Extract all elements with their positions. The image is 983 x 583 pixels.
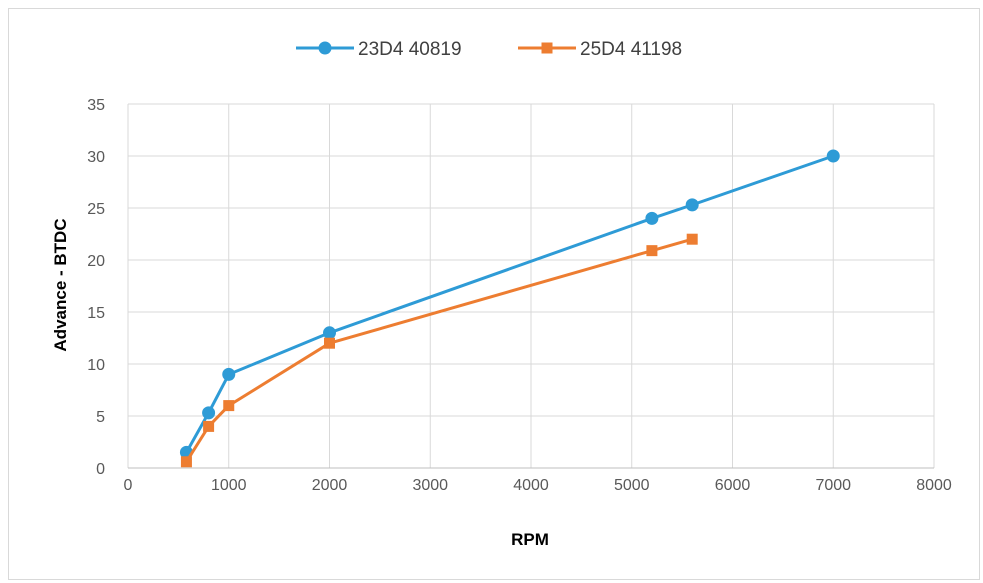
y-axis-title: Advance - BTDC: [51, 218, 70, 351]
y-tick-label: 0: [96, 461, 105, 478]
legend-marker: [541, 42, 553, 54]
legend-label: 25D4 41198: [580, 39, 682, 60]
data-point: [324, 337, 335, 349]
y-tick-label: 30: [87, 149, 105, 166]
axes: 0 1000 2000 3000 4000 5000 6000 7000 8000 0 5 10 15 2…: [87, 97, 952, 494]
series-line: [185, 237, 693, 463]
legend-marker: [318, 41, 332, 55]
chart-frame: [8, 8, 980, 580]
y-tick-label: 25: [87, 201, 105, 218]
x-tick-label: 2000: [312, 477, 348, 494]
data-point: [646, 245, 658, 257]
series-line: [185, 154, 834, 454]
x-tick-label: 7000: [815, 477, 851, 494]
y-tick-label: 10: [87, 357, 105, 374]
x-axis-title: RPM: [511, 530, 549, 549]
legend: 23D4 40819 25D4 41198: [296, 39, 682, 60]
y-tick-label: 15: [87, 305, 105, 322]
data-point: [826, 149, 840, 163]
series-2: [180, 233, 698, 468]
x-tick-label: 0: [124, 477, 133, 494]
data-point: [323, 326, 336, 340]
data-point: [222, 367, 236, 381]
data-point: [223, 400, 235, 412]
x-tick-label: 8000: [916, 477, 952, 494]
y-tick-label: 5: [96, 409, 105, 426]
data-point: [686, 233, 698, 245]
y-tick-label: 20: [87, 253, 105, 270]
x-tick-label: 5000: [614, 477, 650, 494]
data-point: [645, 211, 659, 225]
y-tick-label: 35: [87, 97, 105, 114]
x-tick-label: 6000: [715, 477, 751, 494]
x-tick-label: 3000: [412, 477, 448, 494]
data-point: [180, 456, 192, 468]
data-point: [685, 198, 699, 212]
legend-item: 25D4 41198: [518, 39, 682, 60]
x-tick-label: 4000: [513, 477, 549, 494]
legend-item: 23D4 40819: [296, 39, 462, 60]
series-1: [179, 149, 840, 459]
data-point: [202, 406, 216, 420]
data-point: [203, 420, 215, 432]
series-layer: [179, 149, 840, 468]
legend-label: 23D4 40819: [358, 39, 462, 60]
x-tick-label: 1000: [211, 477, 247, 494]
